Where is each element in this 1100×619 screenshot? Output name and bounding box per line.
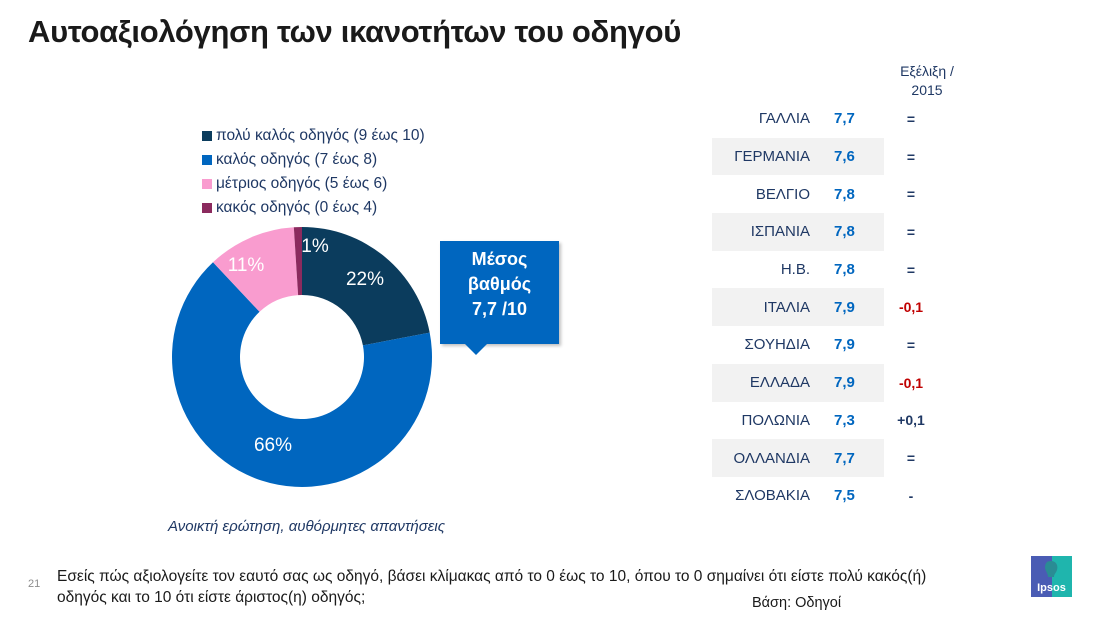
evolution-value: =	[906, 261, 916, 278]
callout-line-3: 7,7 /10	[471, 299, 528, 319]
country-score: 7,5	[834, 487, 855, 505]
legend-label: καλός οδηγός (7 έως 8)	[216, 151, 378, 168]
table-row: ΓΑΛΛΙΑ 7,7 =	[712, 100, 982, 138]
callout-pointer	[464, 343, 488, 355]
country-score: 7,9	[834, 374, 855, 392]
country-score: 7,7	[834, 110, 855, 128]
country-name: ΣΟΥΗΔΙΑ	[744, 336, 811, 354]
legend-item-bad: κακός οδηγός (0 έως 4)	[202, 196, 425, 220]
donut-slice-average	[213, 227, 299, 312]
legend-item-average: μέτριος οδηγός (5 έως 6)	[202, 172, 425, 196]
country-score: 7,7	[834, 449, 855, 467]
evolution-value: =	[906, 336, 916, 353]
country-score: 7,6	[834, 148, 855, 166]
callout-line-2: βαθμός	[467, 274, 532, 294]
country-name: ΙΣΠΑΝΙΑ	[750, 223, 810, 241]
evolution-value: +0,1	[897, 412, 925, 429]
donut-data-label: 1%	[301, 236, 329, 257]
row-band	[712, 439, 884, 477]
row-band	[712, 137, 884, 176]
legend-label: πολύ καλός οδηγός (9 έως 10)	[216, 127, 425, 144]
average-score-callout: Μέσος βαθμός 7,7 /10	[440, 241, 559, 344]
country-score: 7,9	[834, 298, 855, 316]
evolution-value: =	[906, 110, 916, 127]
country-score: 7,3	[834, 411, 855, 429]
country-name: ΣΛΟΒΑΚΙΑ	[735, 487, 810, 505]
table-row: ΒΕΛΓΙΟ 7,8 =	[712, 175, 982, 213]
table-row: ΙΣΠΑΝΙΑ 7,8 =	[712, 213, 982, 251]
legend-item-very-good: πολύ καλός οδηγός (9 έως 10)	[202, 124, 425, 148]
evolution-header-line-2: 2015	[911, 82, 943, 98]
row-band	[712, 363, 884, 402]
table-row: Η.Β. 7,8 =	[712, 251, 982, 289]
country-score: 7,9	[834, 336, 855, 354]
legend-swatch	[202, 203, 212, 213]
evolution-value: -0,1	[898, 299, 924, 316]
survey-question: Εσείς πώς αξιολογείτε τον εαυτό σας ως ο…	[57, 568, 927, 606]
country-name: ΠΟΛΩΝΙΑ	[741, 411, 810, 429]
table-row: ΟΛΛΑΝΔΙΑ 7,7 =	[712, 439, 982, 477]
donut-slice-good	[172, 262, 433, 487]
table-row: ΓΕΡΜΑΝΙΑ 7,6 =	[712, 137, 982, 176]
chart-caption: Ανοικτή ερώτηση, αυθόρμητες απαντήσεις	[168, 518, 446, 535]
row-band	[712, 213, 884, 251]
table-row: ΙΤΑΛΙΑ 7,9 -0,1	[712, 288, 982, 327]
country-score: 7,8	[834, 223, 855, 241]
legend-item-good: καλός οδηγός (7 έως 8)	[202, 148, 425, 172]
donut-slice-bad	[293, 227, 302, 296]
evolution-value: -	[908, 487, 914, 504]
evolution-value: =	[906, 148, 916, 165]
table-row: ΣΟΥΗΔΙΑ 7,9 =	[712, 326, 982, 364]
evolution-value: =	[906, 186, 916, 203]
page-title: Αυτοαξιολόγηση των ικανοτήτων του οδηγού	[28, 14, 681, 49]
table-row: ΕΛΛΑΔΑ 7,9 -0,1	[712, 363, 982, 402]
country-name: ΓΕΡΜΑΝΙΑ	[734, 148, 810, 166]
donut-chart: 22% 66% 11% 1%	[172, 227, 433, 487]
evolution-value: -0,1	[898, 374, 924, 391]
country-name: ΟΛΛΑΝΔΙΑ	[733, 449, 810, 467]
country-name: ΙΤΑΛΙΑ	[763, 298, 810, 316]
chart-legend: πολύ καλός οδηγός (9 έως 10) καλός οδηγό…	[202, 124, 425, 220]
country-score: 7,8	[834, 261, 855, 279]
table-row: ΠΟΛΩΝΙΑ 7,3 +0,1	[712, 402, 982, 440]
legend-swatch	[202, 179, 212, 189]
donut-data-label: 11%	[228, 255, 265, 276]
evolution-header-line-1: Εξέλιξη /	[900, 63, 954, 79]
legend-swatch	[202, 131, 212, 141]
legend-label: κακός οδηγός (0 έως 4)	[216, 199, 378, 216]
donut-slice-very-good	[302, 227, 430, 346]
evolution-value: =	[906, 223, 916, 240]
callout-line-1: Μέσος	[471, 249, 528, 269]
country-scores-table: ΓΑΛΛΙΑ 7,7 = ΓΕΡΜΑΝΙΑ 7,6 = ΒΕΛΓΙΟ 7,8 = ΙΣΠΑΝΙΑ 7…	[712, 100, 982, 515]
table-row: ΣΛΟΒΑΚΙΑ 7,5 -	[712, 477, 982, 515]
ipsos-logo-text: Ipsos	[1037, 582, 1066, 594]
country-name: ΒΕΛΓΙΟ	[755, 185, 810, 203]
evolution-column-header: Εξέλιξη / 2015	[887, 62, 967, 100]
country-name: ΕΛΛΑΔΑ	[749, 374, 810, 392]
sample-base: Βάση: Οδηγοί	[752, 595, 842, 611]
row-band	[712, 288, 884, 327]
country-name: Η.Β.	[780, 261, 810, 279]
evolution-value: =	[906, 450, 916, 467]
page-number: 21	[28, 578, 41, 590]
donut-data-label: 66%	[254, 435, 292, 456]
country-score: 7,8	[834, 185, 855, 203]
donut-data-label: 22%	[346, 269, 384, 290]
legend-swatch	[202, 155, 212, 165]
country-name: ΓΑΛΛΙΑ	[758, 110, 810, 128]
legend-label: μέτριος οδηγός (5 έως 6)	[216, 175, 388, 192]
ipsos-logo: Ipsos	[1031, 556, 1072, 597]
